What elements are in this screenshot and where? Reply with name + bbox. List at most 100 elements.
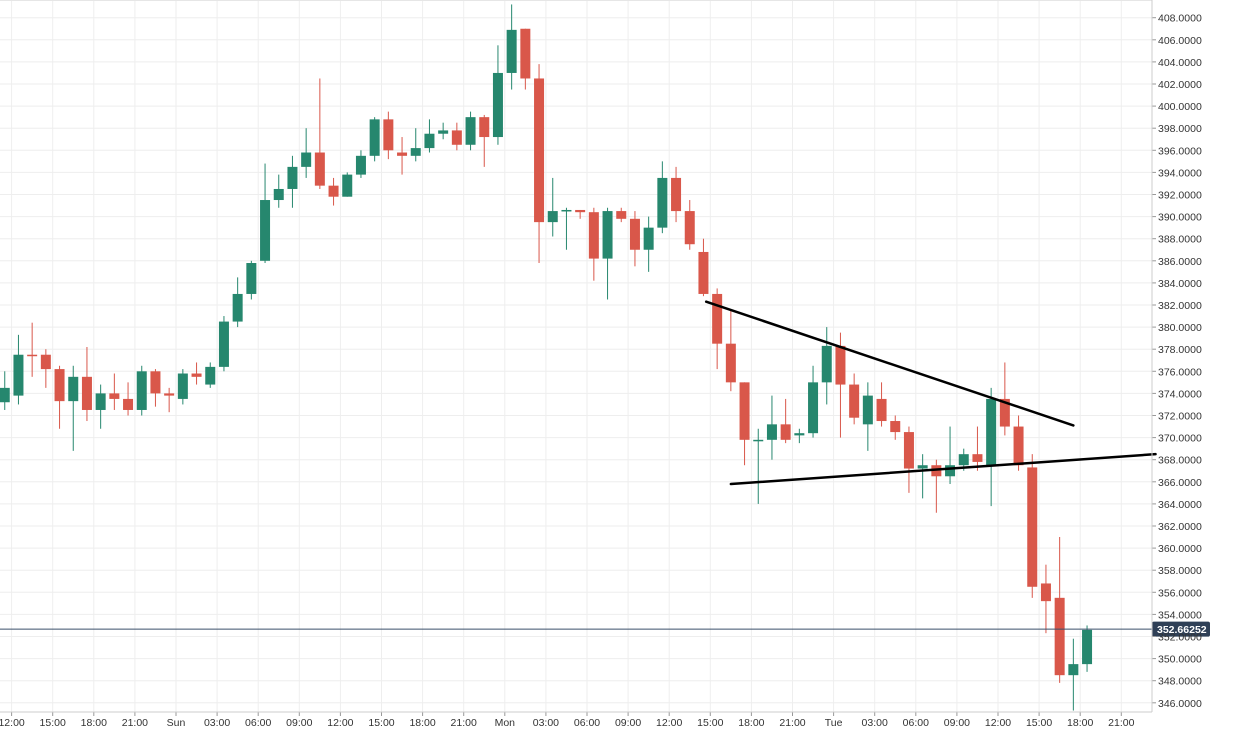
candle-body-up[interactable] (561, 209, 572, 212)
y-tick-label: 374.0000 (1158, 388, 1202, 400)
candle-body-up[interactable] (260, 200, 271, 261)
candle-body-up[interactable] (945, 465, 956, 477)
candle-body-down[interactable] (40, 354, 51, 370)
x-tick-label: 03:00 (862, 717, 888, 729)
candle-body-up[interactable] (342, 174, 353, 197)
candle-body-up[interactable] (465, 117, 476, 145)
candle-body-down[interactable] (999, 398, 1010, 427)
candle-body-up[interactable] (917, 465, 928, 469)
candle-body-up[interactable] (766, 424, 777, 440)
candle-body-up[interactable] (410, 148, 421, 156)
current-price-marker: 352.66252 (0, 621, 1210, 637)
candle-body-up[interactable] (958, 454, 969, 466)
candle-body-down[interactable] (314, 152, 325, 186)
candle-body-up[interactable] (424, 133, 435, 149)
candle-body-down[interactable] (972, 454, 983, 462)
candle-body-down[interactable] (616, 211, 627, 219)
candle-body-down[interactable] (835, 345, 846, 385)
candle-body-up[interactable] (1082, 629, 1093, 665)
candle-body-up[interactable] (68, 376, 79, 402)
candle-body-down[interactable] (27, 354, 38, 357)
candle-body-down[interactable] (1013, 426, 1024, 466)
x-tick-label: 15:00 (368, 717, 394, 729)
candle-body-up[interactable] (205, 366, 216, 385)
candle-body-up[interactable] (218, 321, 229, 367)
candle-body-up[interactable] (821, 345, 832, 383)
y-axis: 346.0000 348.0000 350.0000 352.0000 354.0000… (1151, 0, 1202, 712)
candle-body-up[interactable] (643, 227, 654, 250)
x-tick-label: 21:00 (1108, 717, 1134, 729)
candle-body-down[interactable] (671, 177, 682, 212)
candle-body-down[interactable] (451, 130, 462, 145)
candle-body-down[interactable] (588, 212, 599, 259)
candle-body-down[interactable] (479, 117, 490, 138)
candle-body-down[interactable] (698, 251, 709, 294)
candle-body-down[interactable] (397, 152, 408, 156)
candle-body-up[interactable] (177, 373, 188, 399)
candle-body-up[interactable] (794, 433, 805, 436)
candle-body-down[interactable] (890, 421, 901, 433)
candle-body-up[interactable] (862, 395, 873, 425)
candle-body-up[interactable] (13, 354, 24, 396)
candle-body-up[interactable] (753, 439, 764, 442)
candle-body-up[interactable] (492, 72, 503, 138)
candle-body-up[interactable] (95, 393, 106, 410)
candle-body-up[interactable] (506, 29, 517, 73)
y-tick-label: 392.0000 (1158, 190, 1202, 202)
x-tick-label: 21:00 (779, 717, 805, 729)
candle-body-down[interactable] (534, 78, 545, 223)
trendline[interactable] (704, 300, 1075, 427)
candle-body-down[interactable] (725, 343, 736, 383)
candle-body-up[interactable] (602, 211, 613, 259)
candle-body-up[interactable] (136, 371, 147, 410)
candle-body-down[interactable] (575, 209, 586, 213)
candle-body-down[interactable] (123, 398, 134, 410)
candle-body-up[interactable] (1068, 664, 1079, 676)
candle-body-up[interactable] (369, 119, 380, 156)
candle-body-up[interactable] (273, 188, 284, 201)
candle-body-up[interactable] (301, 152, 312, 167)
candle-body-down[interactable] (81, 376, 92, 410)
candle-body-up[interactable] (0, 387, 10, 403)
x-tick-label: 21:00 (451, 717, 477, 729)
candle-body-down[interactable] (684, 211, 695, 245)
candle-body-down[interactable] (1040, 583, 1051, 602)
candle-body-up[interactable] (246, 263, 257, 294)
candle-body-up[interactable] (438, 130, 449, 134)
candle-body-down[interactable] (191, 373, 202, 377)
candle-body-up[interactable] (547, 211, 558, 223)
candle-body-down[interactable] (629, 218, 640, 250)
candle-body-down[interactable] (739, 382, 750, 440)
candle-body-down[interactable] (109, 393, 120, 399)
y-tick-label: 382.0000 (1158, 300, 1202, 312)
candle-body-down[interactable] (876, 398, 887, 422)
candle-body-down[interactable] (150, 371, 161, 394)
candle-body-down[interactable] (383, 119, 394, 151)
x-tick-label: 21:00 (122, 717, 148, 729)
candle-bodies (0, 28, 1093, 676)
candle-body-up[interactable] (657, 177, 668, 228)
candle-body-up[interactable] (287, 166, 298, 189)
candle-body-up[interactable] (986, 398, 997, 466)
candle-body-down[interactable] (780, 424, 791, 440)
trendline[interactable] (729, 452, 1157, 486)
candle-body-down[interactable] (903, 432, 914, 469)
candle-body-down[interactable] (164, 393, 175, 396)
candle-body-down[interactable] (849, 384, 860, 418)
candle-body-down[interactable] (520, 28, 531, 79)
candle-body-up[interactable] (808, 382, 819, 434)
candle-body-down[interactable] (712, 293, 723, 344)
y-tick-label: 358.0000 (1158, 565, 1202, 577)
candle-body-down[interactable] (328, 185, 339, 197)
x-tick-label: Mon (495, 717, 516, 729)
candle-body-down[interactable] (54, 369, 65, 402)
candle-body-up[interactable] (355, 155, 366, 175)
candle-body-down[interactable] (1054, 597, 1065, 676)
candle-body-up[interactable] (232, 293, 243, 322)
y-tick-label: 366.0000 (1158, 477, 1202, 489)
trendlines (704, 300, 1157, 486)
candle-body-down[interactable] (1027, 467, 1038, 587)
grid-lines (0, 0, 1152, 712)
